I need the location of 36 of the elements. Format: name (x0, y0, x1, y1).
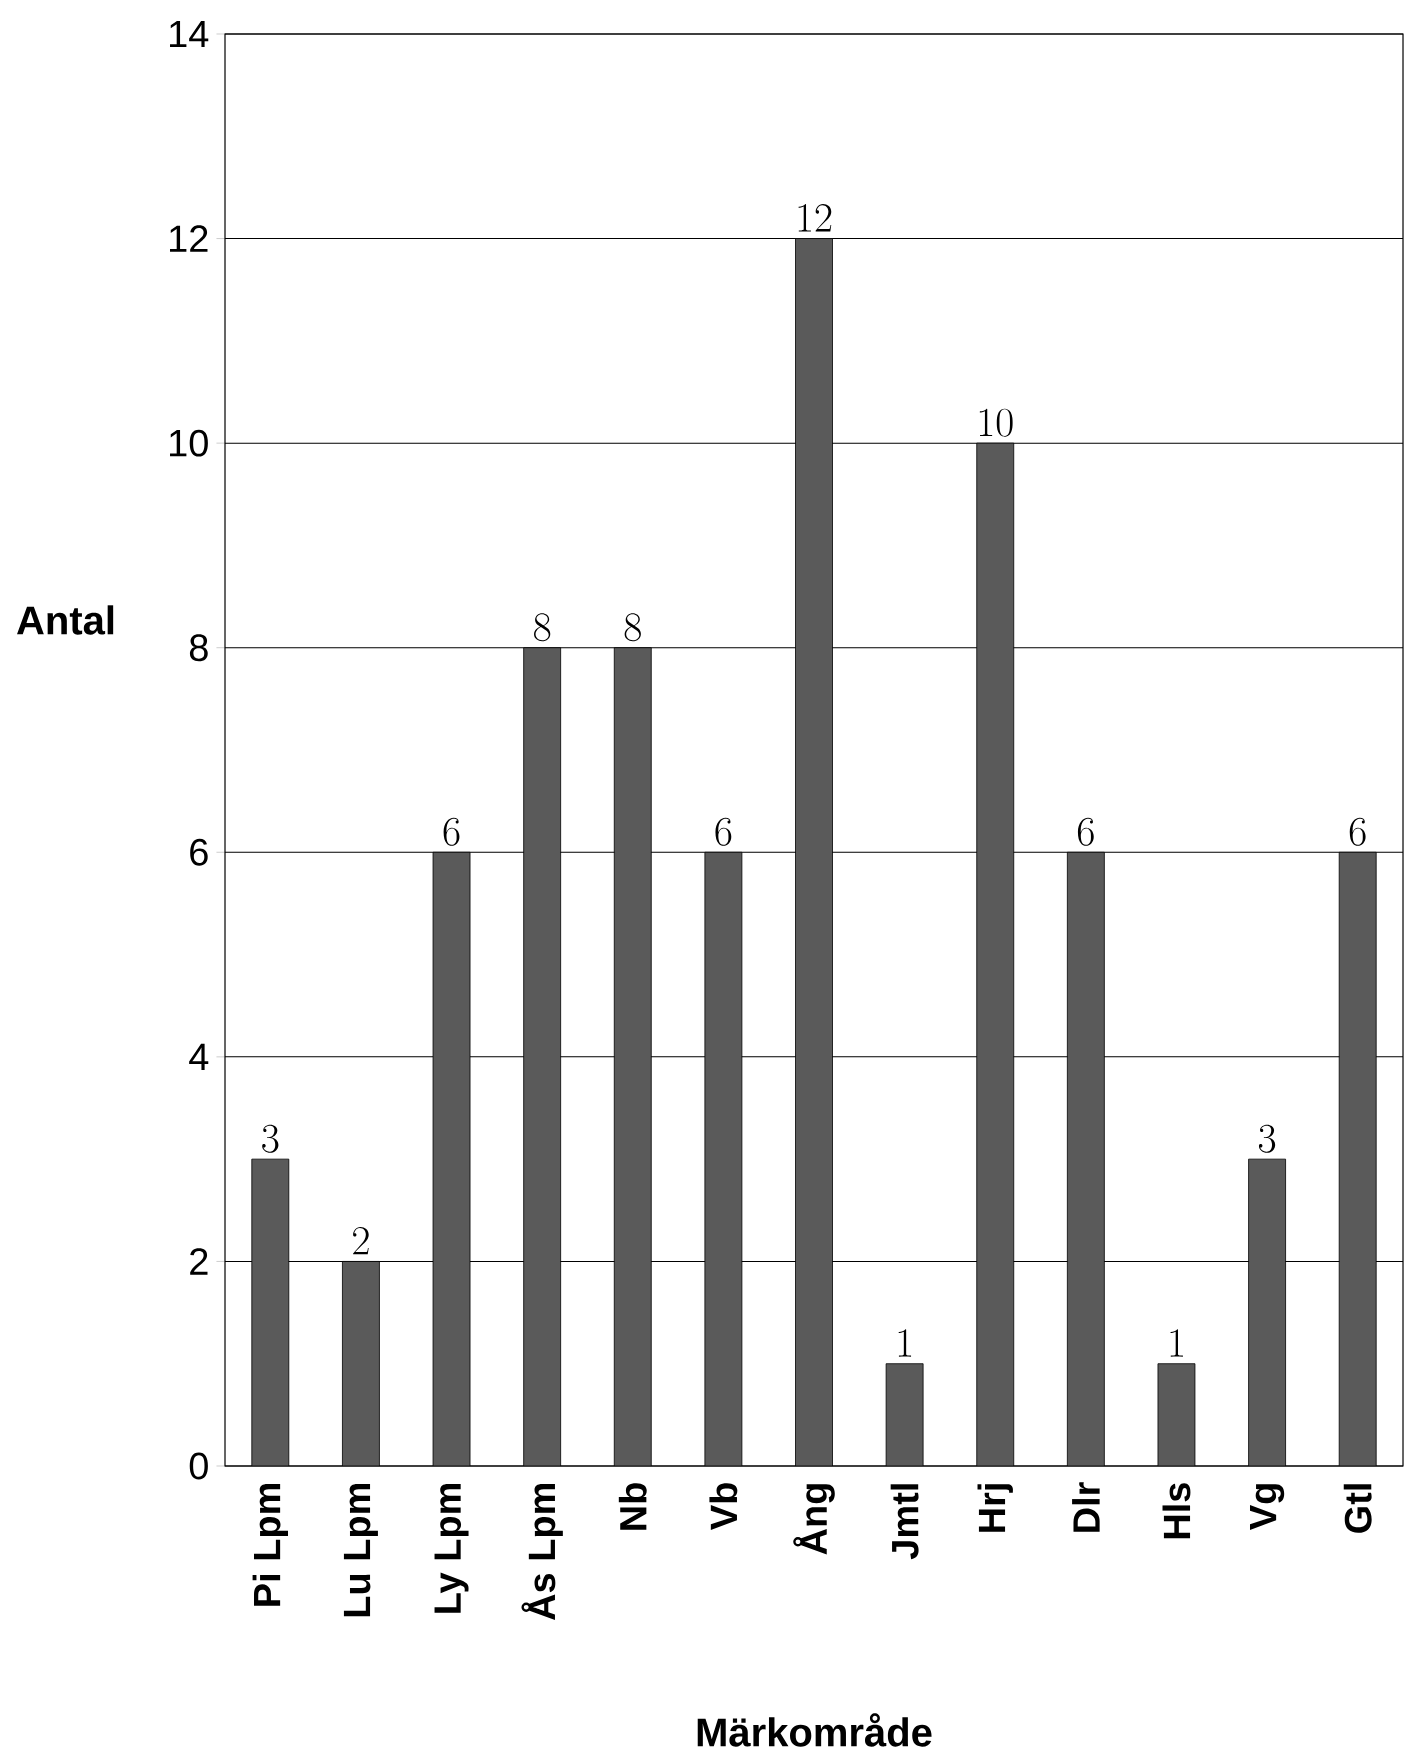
y-axis-title: Antal (17, 605, 114, 635)
x-tick-label: Jmtl (890, 1484, 919, 1560)
x-tick-label: Ly Lpm (434, 1483, 469, 1613)
data-label: 1 (1170, 1329, 1183, 1357)
x-tick-label: Gtl (1343, 1484, 1372, 1533)
data-label: 8 (624, 613, 641, 642)
data-label: 3 (262, 1124, 279, 1153)
x-tick-label: Ång (793, 1484, 835, 1555)
x-tick-label: Ås Lpm (521, 1483, 563, 1620)
y-tick-label: 10 (170, 429, 208, 457)
data-label: 10 (979, 408, 1013, 437)
y-tick-label: 12 (170, 225, 208, 252)
y-tick-label: 6 (190, 838, 208, 866)
x-axis-title: Märkområde (697, 1713, 932, 1747)
y-tick-label: 4 (189, 1043, 209, 1070)
x-tick-label: Hrj (977, 1484, 1013, 1532)
data-label: 6 (443, 817, 460, 846)
y-tick-label: 0 (189, 1452, 208, 1480)
x-tick-label: Vb (709, 1483, 738, 1530)
y-tick-label: 14 (170, 20, 209, 48)
x-tick-label: Vg (1250, 1484, 1285, 1530)
x-tick-label: Nb (618, 1483, 647, 1530)
data-label: 3 (1258, 1124, 1276, 1153)
x-tick-label: Hls (1162, 1483, 1191, 1539)
data-label: 6 (715, 817, 732, 846)
data-label: 12 (798, 204, 832, 232)
data-label: 1 (898, 1329, 912, 1357)
data-label: 6 (1349, 817, 1366, 846)
data-label: 2 (353, 1226, 369, 1255)
data-label: 8 (534, 613, 551, 642)
x-tick-label: Pi Lpm (252, 1483, 289, 1606)
y-tick-label: 8 (189, 634, 208, 662)
x-tick-label: Dlr (1072, 1482, 1100, 1532)
data-label: 6 (1077, 817, 1094, 846)
y-tick-label: 2 (190, 1248, 208, 1275)
x-tick-label: Lu Lpm (343, 1483, 378, 1617)
